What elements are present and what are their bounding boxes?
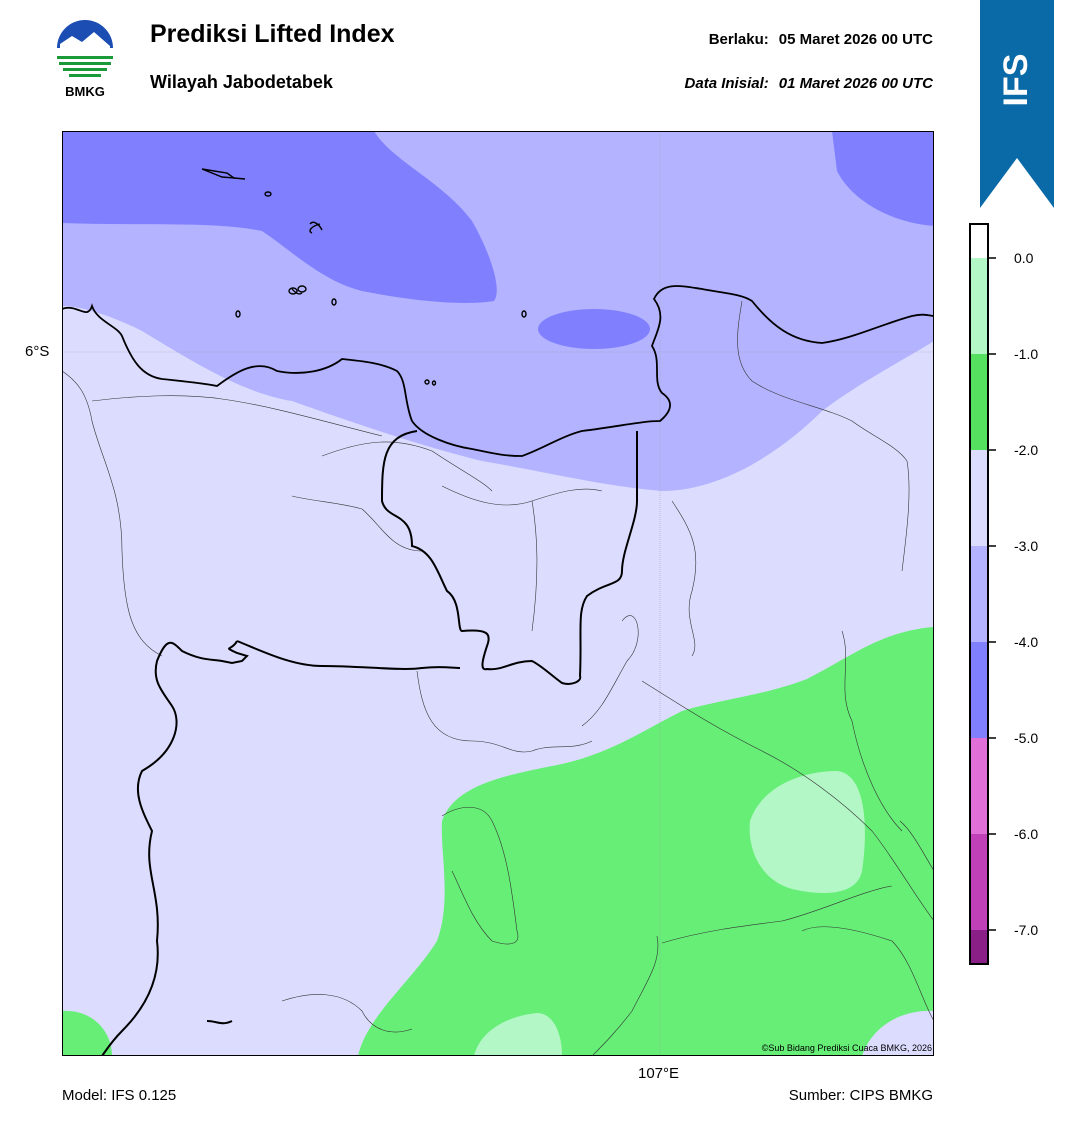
colorbar-segment [970,258,988,354]
colorbar-tick-label: -7.0 [1014,922,1038,938]
ifs-badge-label: IFS [997,54,1035,107]
map-copyright: ©Sub Bidang Prediksi Cuaca BMKG, 2026 [762,1043,932,1053]
colorbar-segment [970,450,988,546]
contour-pale-green-south [474,1013,562,1056]
colorbar-tick-label: 0.0 [1014,250,1034,266]
page-title: Prediksi Lifted Index [150,20,395,48]
colorbar-tick-label: -2.0 [1014,442,1038,458]
coastline [62,285,934,457]
contour-pale-green-east [749,771,865,894]
init-time-value: 01 Maret 2026 00 UTC [778,75,933,92]
colorbar-tick-label: -4.0 [1014,634,1038,650]
latitude-label: 6°S [25,343,50,360]
colorbar-segment [970,354,988,450]
colorbar-tick-label: -6.0 [1014,826,1038,842]
footer-model: Model: IFS 0.125 [62,1087,177,1104]
svg-text:IFS: IFS [997,54,1035,107]
colorbar-tick-label: -5.0 [1014,730,1038,746]
colorbar-tick-label: -1.0 [1014,346,1038,362]
init-time: Data Inisial: 01 Maret 2026 00 UTC [685,75,933,92]
ifs-ribbon-badge [980,0,1054,208]
contour-green [358,627,934,1056]
colorbar-segment [970,930,988,964]
longitude-label: 107°E [638,1065,680,1082]
colorbar-segment [970,834,988,930]
contour-green-sw [62,1010,112,1056]
contour-deep-blue-nw [62,131,497,303]
footer-source: Sumber: CIPS BMKG [788,1087,933,1104]
colorbar-segment [970,738,988,834]
colorbar-segment [970,642,988,738]
valid-time: Berlaku: 05 Maret 2026 00 UTC [709,31,933,48]
lifted-index-colorbar: 0.0 -1.0 -2.0 -3.0 -4.0 -5.0 -6.0 -7.0 [969,223,1038,965]
colorbar-tick-label: -3.0 [1014,538,1038,554]
contour-pale-se [862,1010,934,1056]
logo-text: BMKG [65,84,105,99]
colorbar-segment [970,546,988,642]
contour-deep-blue-sea [538,309,650,349]
bmkg-logo-icon [55,20,115,84]
valid-time-value: 05 Maret 2026 00 UTC [778,31,933,48]
lifted-index-map: ©Sub Bidang Prediksi Cuaca BMKG, 2026 [62,131,934,1056]
contour-deep-blue-ne [832,131,934,226]
valid-time-label: Berlaku: [708,31,769,48]
page-subtitle: Wilayah Jabodetabek [150,72,333,92]
init-time-label: Data Inisial: [684,75,769,92]
